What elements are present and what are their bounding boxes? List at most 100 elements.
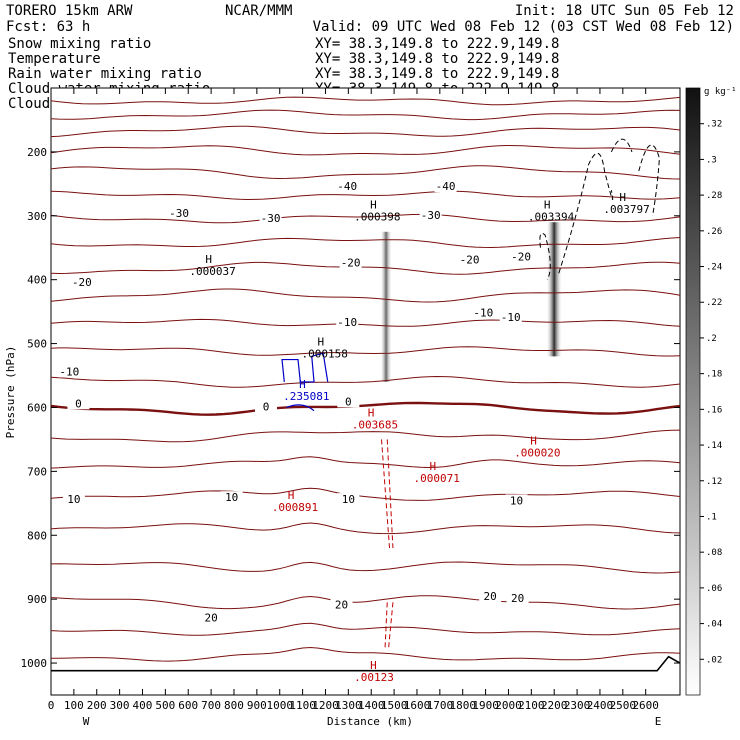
max-marker: H [619,191,626,204]
temperature-label: 0 [263,400,270,413]
maximum-labels: H.000037H.000398H.003394H.003797H.000158… [189,191,649,684]
valid-time: Valid: 09 UTC Wed 08 Feb 12 (03 CST Wed … [313,19,734,35]
colorbar-tick-label: .08 [706,548,722,558]
x-tick-label: 300 [110,699,130,712]
isotherm-line [50,125,681,138]
max-value-label: .000158 [301,348,347,361]
temperature-label: 0 [75,397,82,410]
colorbar-tick-label: .04 [706,620,722,630]
max-marker: H [370,659,377,672]
temperature-label: 10 [225,491,238,504]
isotherm-line [51,646,681,662]
y-tick-label: 400 [27,274,47,287]
x-tick-label: 900 [247,699,267,712]
isotherm-line [50,288,681,303]
max-marker: H [530,435,537,448]
colorbar-tick-label: .06 [706,584,722,594]
colorbar-ticks: .02 .04 .06 .08 .1 .12 .14 .16 .18 .2 .22 .24 .26 .28… [700,120,722,665]
label-bg [458,253,481,266]
max-marker: H [288,489,295,502]
x-tick-label: 1800 [449,699,476,712]
temperature-label: 10 [342,493,355,506]
snow-plume [380,231,393,382]
plot-frame [50,87,681,696]
isotherm-line [50,318,681,327]
temperature-label: -10 [337,316,357,329]
forecast-hour: Fcst: 63 h [6,19,90,35]
label-bg [419,208,442,221]
west-end-label: W [83,715,90,728]
east-end-label: E [655,715,662,728]
max-marker: H [299,378,306,391]
label-bg [337,395,360,408]
label-bg [479,590,502,603]
isotherm-line [50,213,681,224]
isotherm-line [50,96,681,106]
x-tick-label: 400 [133,699,153,712]
x-tick-label: 0 [48,699,55,712]
isotherm-line [50,401,681,416]
x-axis-label: Distance (km) [327,715,413,728]
x-tick-label: 2600 [632,699,659,712]
temperature-label: 20 [335,599,348,612]
isotherm-line [50,522,681,535]
label-bg [336,316,359,329]
colorbar-tick-label: .18 [706,370,722,380]
x-tick-label: 500 [155,699,175,712]
cloud-contours [281,138,660,651]
isotherm-line [50,487,681,501]
max-marker: H [430,460,437,473]
colorbar-tick-label: .3 [706,155,717,165]
max-value-label: .235081 [283,390,329,403]
colorbar-tick-label: .02 [706,655,722,665]
y-tick-label: 800 [27,529,47,542]
terrain-profile [51,655,681,672]
colorbar [685,87,701,696]
x-tick-label: 800 [224,699,244,712]
x-tick-label: 2000 [495,699,522,712]
cloud-water-contour [286,404,315,412]
rain-contour [384,602,394,651]
x-tick-label: 2300 [564,699,591,712]
colorbar-tick-label: .2 [706,334,717,344]
temperature-label: -10 [59,365,79,378]
y-tick-label: 300 [27,210,47,223]
label-bg [255,400,278,413]
x-tick-label: 1500 [381,699,408,712]
label-bg [259,211,282,224]
temperature-label: -10 [473,307,493,320]
y-tick-label: 200 [27,146,47,159]
label-bg [434,180,457,193]
x-tick-label: 2100 [518,699,545,712]
y-tick-label: 600 [27,401,47,414]
y-tick-label: 1000 [21,657,48,670]
temperature-label: -40 [337,180,357,193]
label-bg [499,311,522,324]
max-value-label: .000037 [189,265,235,278]
x-tick-label: 600 [178,699,198,712]
x-tick-label: 1200 [312,699,339,712]
x-tick-label: 1000 [266,699,293,712]
max-marker: H [317,336,324,349]
temperature-label: -10 [501,311,521,324]
label-bg [200,611,223,624]
legend-xy: XY= 38.3,149.8 to 222.9,149.8 [315,51,559,67]
temperature-label: 20 [484,590,497,603]
x-tick-label: 1600 [404,699,431,712]
x-tick-label: 200 [87,699,107,712]
max-value-label: .000071 [414,472,460,485]
x-tick-label: 1700 [427,699,454,712]
ice-contour [539,232,551,280]
isotherm-line [50,190,681,201]
temperature-label: -30 [169,207,189,220]
label-bg [70,275,93,288]
y-axis-label: Pressure (hPa) [4,346,17,439]
max-marker: H [544,198,551,211]
isotherm-line [50,237,681,249]
x-tick-label: 1900 [472,699,499,712]
temperature-label: -30 [261,212,281,225]
isotherm-line [50,109,681,121]
legend-entry: Snow mixing ratio [8,36,151,52]
org-label: NCAR/MMM [225,3,292,19]
